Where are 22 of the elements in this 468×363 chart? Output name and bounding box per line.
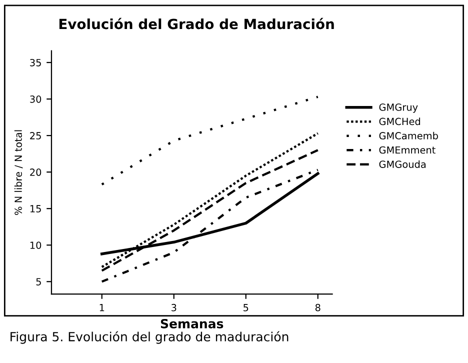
line-series xyxy=(100,168,319,283)
legend-label: GMCHed xyxy=(379,118,420,126)
legend-label: GMGruy xyxy=(379,104,418,113)
x-tick-label: 5 xyxy=(244,304,248,312)
text: Figura 5. Evolución del grado de maduración xyxy=(10,331,288,344)
legend-label: GMGouda xyxy=(379,160,426,168)
chart-title: Evolución del Grado de Maduración xyxy=(59,18,334,30)
x-tick-label: 3 xyxy=(172,304,176,312)
y-tick-label: 10 xyxy=(30,242,42,249)
x-tick-label: 1 xyxy=(100,304,104,312)
x-axis-title: Semanas xyxy=(160,318,224,328)
y-tick-label: 30 xyxy=(30,96,42,103)
y-tick-label: 20 xyxy=(30,168,42,176)
y-tick-label: 25 xyxy=(30,132,41,140)
y-tick-label: 35 xyxy=(30,58,41,66)
y-tick-label: 15 xyxy=(30,205,41,212)
x-tick-label: 8 xyxy=(315,304,320,312)
legend-label: GMEmment xyxy=(379,146,436,154)
y-axis-title: % N libre / N total xyxy=(14,130,23,215)
legend-label: GMCamemb xyxy=(379,132,438,140)
y-tick-label: 5 xyxy=(36,278,41,286)
line-series xyxy=(100,96,319,186)
